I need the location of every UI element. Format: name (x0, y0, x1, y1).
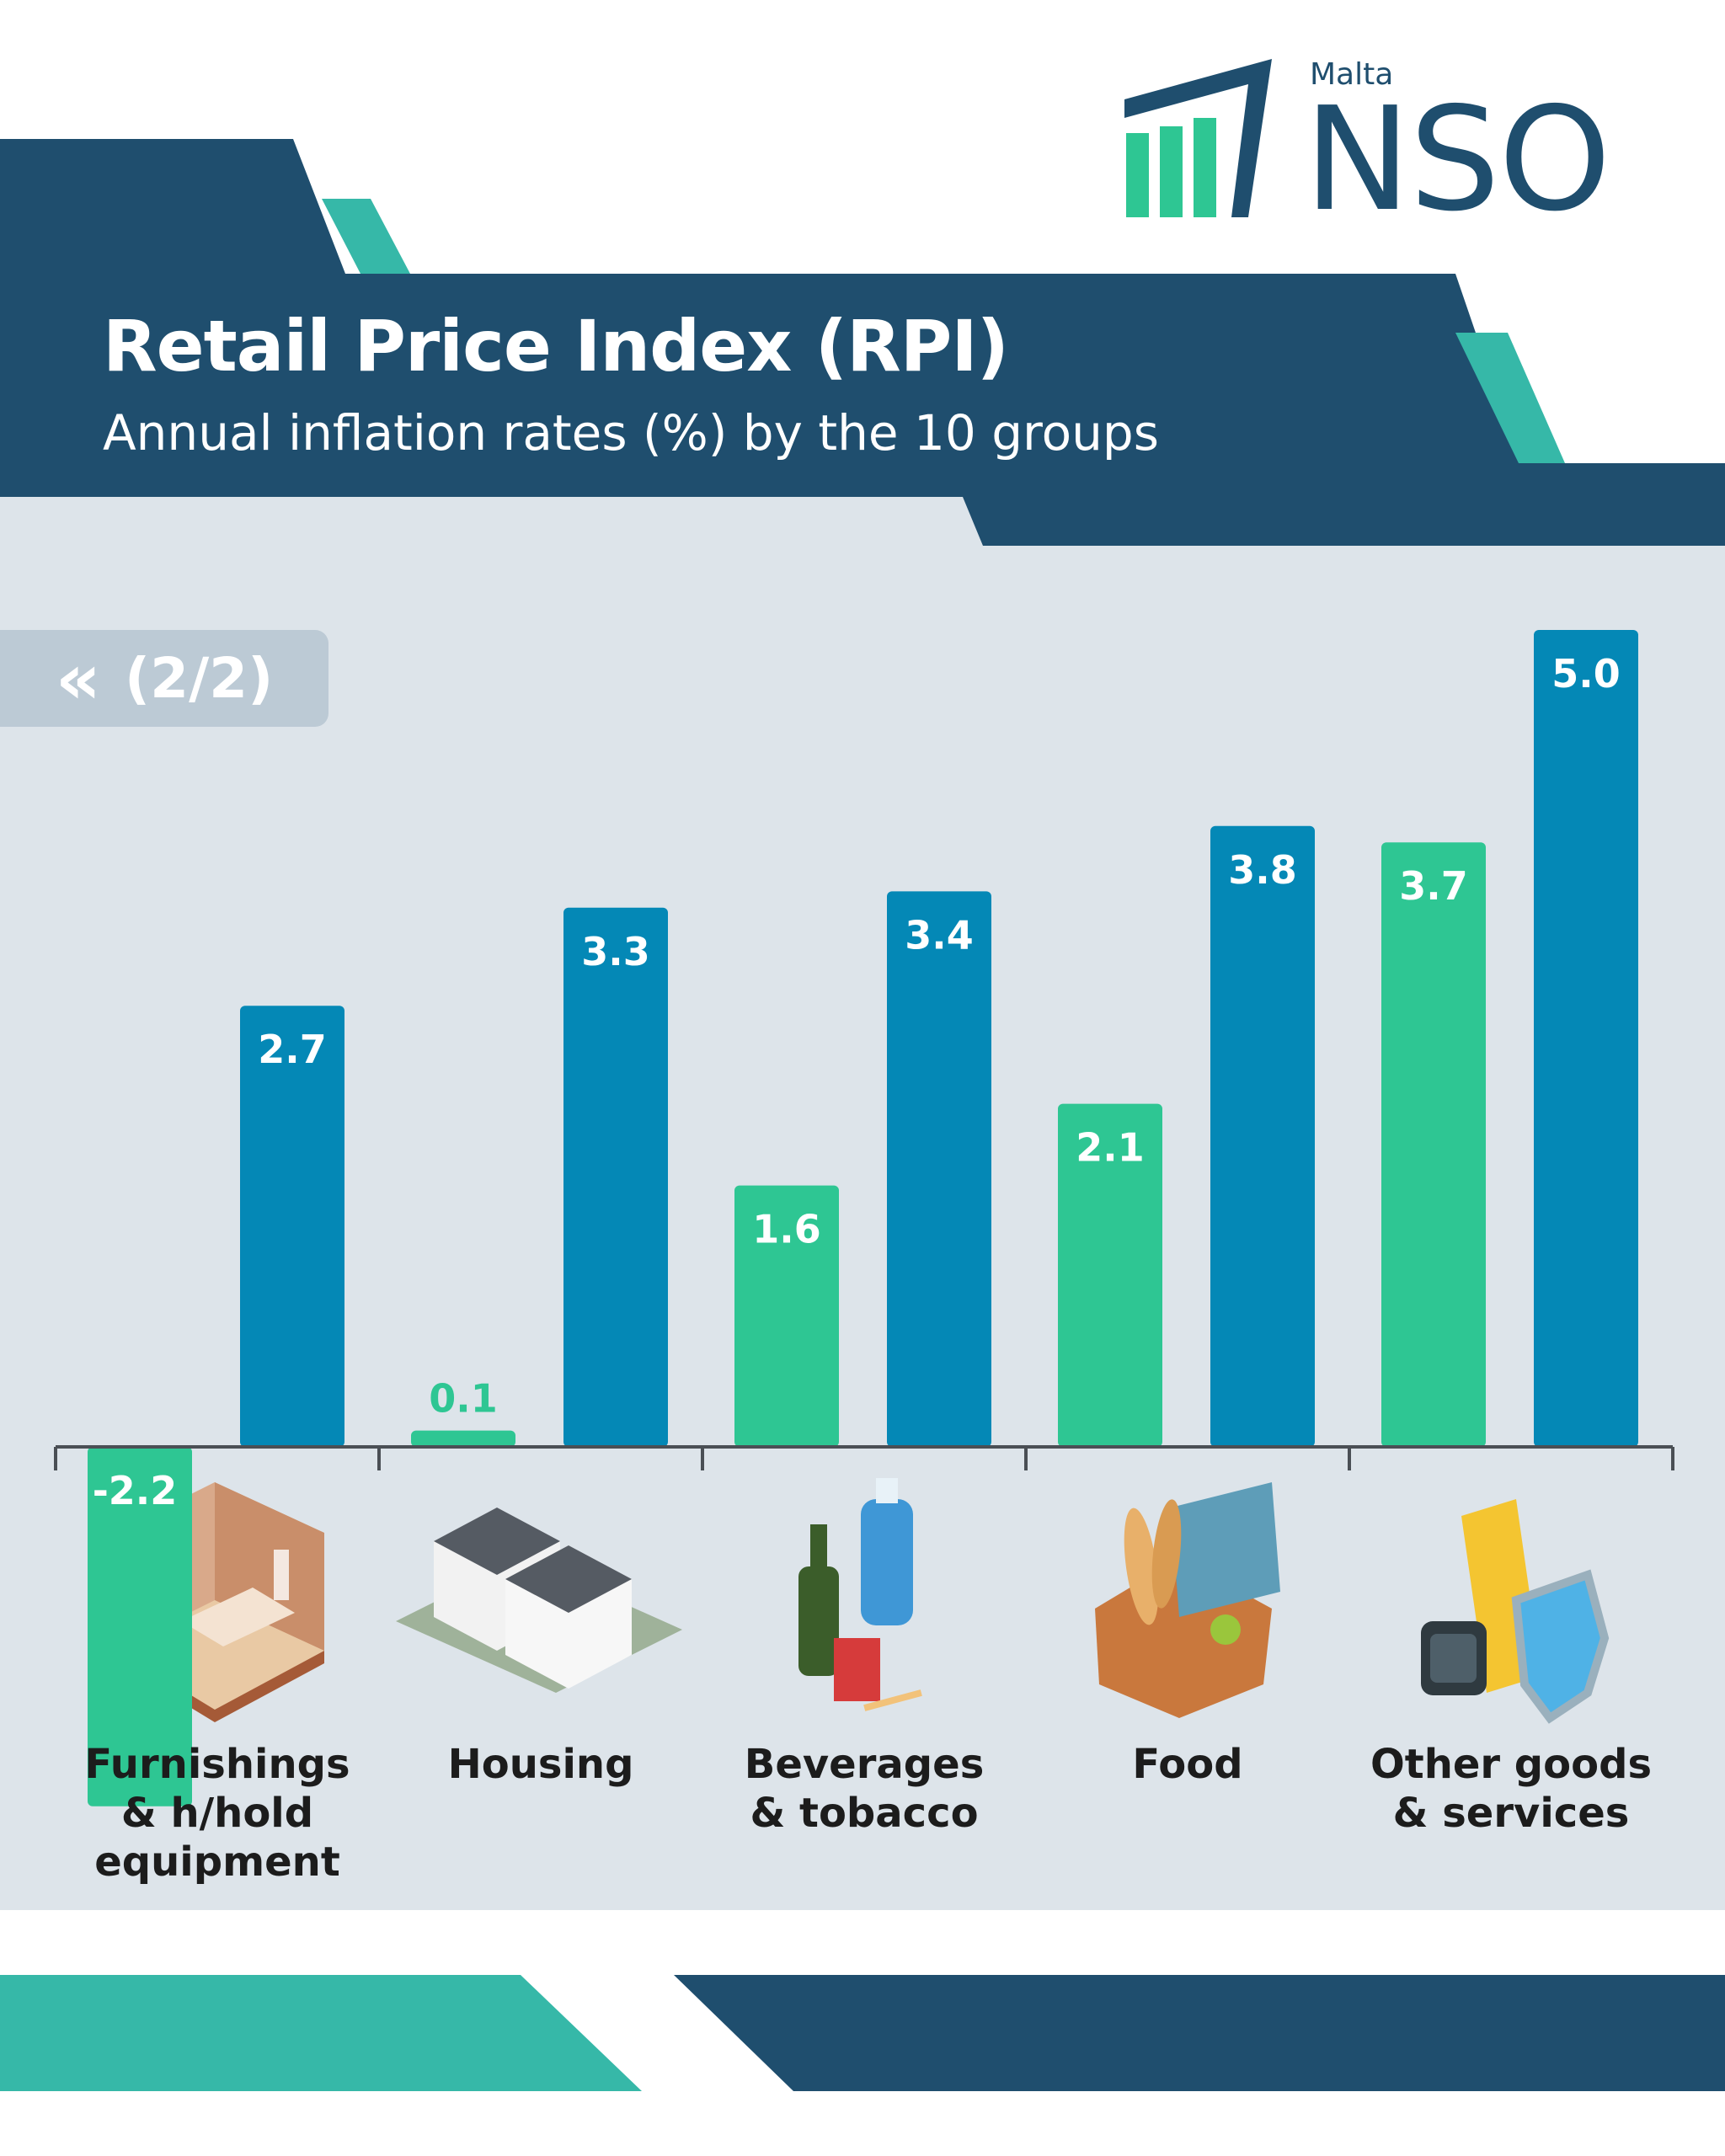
bar-series-1-cat-4 (1058, 1103, 1162, 1447)
double-chevron-left-icon: « (55, 637, 101, 720)
picnic-basket-icon (1095, 1482, 1280, 1718)
nso-logo-icon (1124, 59, 1272, 217)
value-label-series-1-cat-4: 2.1 (1076, 1125, 1145, 1171)
value-label-series-2-cat-5: 5.0 (1551, 651, 1621, 696)
category-label-5: Other goods & services (1370, 1741, 1653, 1837)
brand-name: NSO (1304, 77, 1611, 243)
value-label-series-2-cat-1: 2.7 (258, 1027, 327, 1072)
value-label-series-1-cat-3: 1.6 (752, 1207, 821, 1252)
header-accent-right (1455, 333, 1565, 463)
value-label-series-1-cat-5: 3.7 (1399, 863, 1468, 909)
category-label-1: Furnishings & h/hold equipment (84, 1741, 350, 1886)
bar-series-2-cat-2 (563, 907, 668, 1447)
bar-series-1-cat-3 (734, 1185, 839, 1447)
page-title: Retail Price Index (RPI) (103, 305, 1009, 387)
houses-icon (396, 1508, 682, 1693)
pager-label: (2/2) (124, 646, 274, 711)
bar-series-2-cat-3 (887, 891, 991, 1447)
bar-series-2-cat-1 (240, 1006, 344, 1447)
goods-services-icon (1421, 1499, 1610, 1724)
axis-layer (54, 1445, 1674, 1470)
bar-series-2-cat-4 (1210, 825, 1315, 1447)
category-label-4: Food (1132, 1741, 1243, 1788)
bottles-cigarettes-icon (798, 1478, 922, 1711)
value-label-series-1-cat-2: 0.1 (429, 1376, 498, 1422)
value-label-series-2-cat-3: 3.4 (905, 912, 974, 958)
value-label-series-2-cat-4: 3.8 (1228, 847, 1297, 893)
bar-series-1-cat-5 (1381, 842, 1486, 1447)
footer-teal (0, 1975, 642, 2091)
brand-country: Malta (1310, 57, 1394, 92)
value-label-series-1-cat-1: -2.2 (93, 1468, 178, 1513)
value-labels-layer: -2.2 0.1 1.6 2.1 3.7 2.7 3.3 3.4 3.8 5.0 (93, 651, 1621, 1513)
header-banner-top (0, 139, 1725, 546)
bars-layer (88, 630, 1638, 1806)
category-label-3: Beverages & tobacco (744, 1741, 985, 1837)
value-label-series-2-cat-2: 3.3 (581, 929, 650, 974)
header-accent-left (322, 199, 410, 274)
bar-series-1-cat-2 (411, 1430, 515, 1447)
bar-series-2-cat-5 (1534, 630, 1638, 1447)
pager-back-button[interactable]: « (2/2) (0, 630, 328, 727)
bar-series-1-cat-1 (88, 1447, 192, 1806)
category-label-2: Housing (447, 1741, 634, 1788)
footer-navy (674, 1975, 1725, 2091)
page-subtitle: Annual inflation rates (%) by the 10 gro… (103, 404, 1159, 462)
